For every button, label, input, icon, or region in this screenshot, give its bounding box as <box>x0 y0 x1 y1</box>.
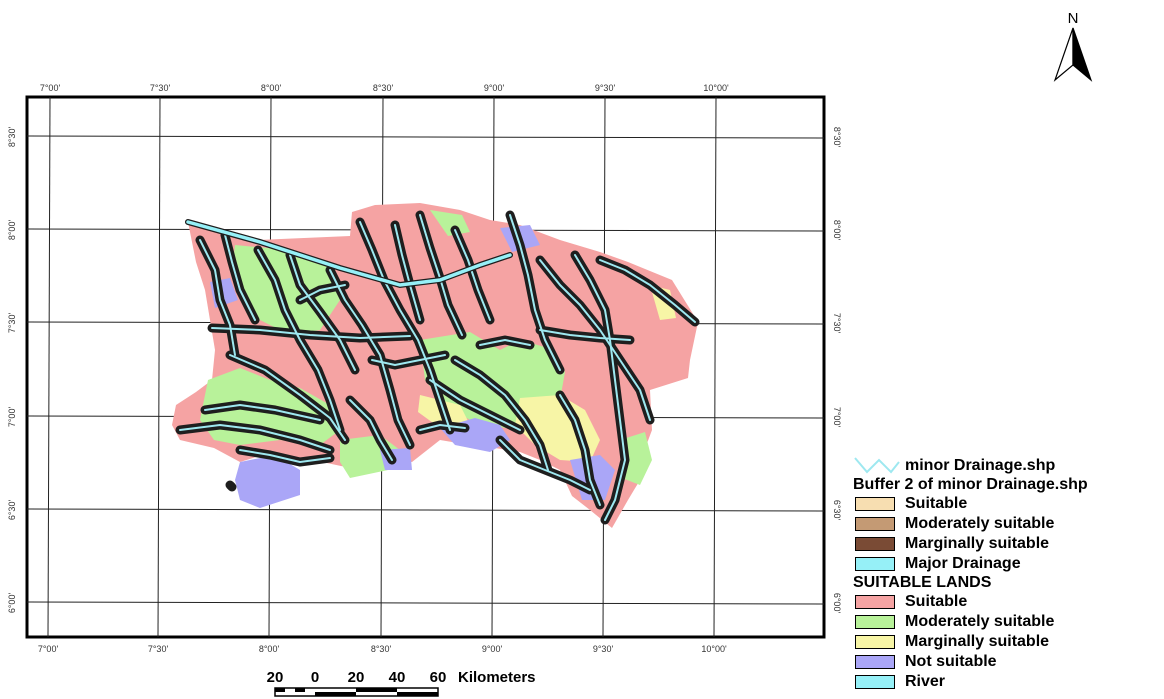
legend-swatch <box>855 655 895 669</box>
legend-item: River <box>853 672 1161 692</box>
tick-right: 6°00' <box>832 593 842 614</box>
meridian-7-30 <box>157 96 161 638</box>
north-arrow-icon-dark <box>1072 27 1093 82</box>
tick-labels-left: 8°30' 8°00' 7°30' 7°00' 6°30' 6°00' <box>7 127 17 614</box>
tick-bottom: 8°30' <box>371 644 392 654</box>
legend-item: Suitable <box>853 592 1161 612</box>
legend-label: Marginally suitable <box>905 535 1050 552</box>
tick-top: 7°00' <box>40 83 61 93</box>
parallel-8-30 <box>26 135 825 139</box>
region-moderate-north <box>232 245 340 335</box>
scale-number: 20 <box>267 669 284 686</box>
tick-labels-top: 7°00' 7°30' 8°00' 8°30' 9°00' 9°30' 10°0… <box>40 83 729 93</box>
tick-top: 8°00' <box>261 83 282 93</box>
north-arrow: N <box>1053 10 1093 82</box>
legend-item: Marginally suitable <box>853 632 1161 652</box>
legend-item: Marginally suitable <box>853 534 1161 554</box>
region-moderate-east <box>620 432 652 485</box>
legend-label: River <box>905 673 946 690</box>
tick-right: 8°30' <box>832 127 842 148</box>
tick-bottom: 7°00' <box>38 644 59 654</box>
tick-bottom: 9°30' <box>593 644 614 654</box>
scale-segment <box>295 688 305 692</box>
tick-top: 9°30' <box>595 83 616 93</box>
region-moderate-ne <box>430 210 470 236</box>
tick-labels-right: 8°30' 8°00' 7°30' 7°00' 6°30' 6°00' <box>832 127 842 614</box>
legend-swatch <box>855 557 895 571</box>
region-not-suitable-1 <box>235 455 300 508</box>
tick-bottom: 9°00' <box>482 644 503 654</box>
tick-left: 6°00' <box>7 593 17 614</box>
drainage-line-icon <box>854 457 900 474</box>
tick-left: 8°30' <box>7 127 17 148</box>
legend-group1-title: Buffer 2 of minor Drainage.shp <box>853 476 1088 493</box>
legend-label: Suitable <box>905 593 968 610</box>
scale-bar: 20 0 20 40 60 Kilometers <box>267 669 536 697</box>
north-arrow-icon <box>1053 27 1074 82</box>
scale-number: 20 <box>348 669 365 686</box>
legend-label: Suitable <box>905 495 968 512</box>
legend-label: Not suitable <box>905 653 997 670</box>
legend-item: Major Drainage <box>853 554 1161 574</box>
tick-left: 7°00' <box>7 407 17 428</box>
legend-line-label: minor Drainage.shp <box>905 457 1056 474</box>
tick-right: 8°00' <box>832 220 842 241</box>
meridian-10-00 <box>713 96 717 638</box>
tick-top: 10°00' <box>703 83 729 93</box>
tick-top: 9°00' <box>484 83 505 93</box>
legend-swatch <box>855 537 895 551</box>
tick-top: 8°30' <box>373 83 394 93</box>
legend-label: Major Drainage <box>905 555 1021 572</box>
tick-bottom: 10°00' <box>701 644 727 654</box>
tick-right: 7°00' <box>832 407 842 428</box>
scale-segment <box>275 688 285 692</box>
scale-segment <box>397 692 438 696</box>
tick-labels-bottom: 7°00' 7°30' 8°00' 8°30' 9°00' 9°30' 10°0… <box>38 644 727 654</box>
tick-bottom: 7°30' <box>148 644 169 654</box>
legend-swatch <box>855 615 895 629</box>
legend-swatch <box>855 595 895 609</box>
scale-segment <box>356 688 397 692</box>
legend-swatch <box>855 675 895 689</box>
tick-left: 8°00' <box>7 220 17 241</box>
legend-item: Moderately suitable <box>853 514 1161 534</box>
drainage-buffer-network <box>175 210 700 525</box>
legend-label: Marginally suitable <box>905 633 1050 650</box>
legend-label: Moderately suitable <box>905 515 1055 532</box>
scale-unit: Kilometers <box>458 669 536 686</box>
parallel-6-00 <box>26 601 825 605</box>
legend-item: Moderately suitable <box>853 612 1161 632</box>
legend-item: Not suitable <box>853 652 1161 672</box>
legend-swatch <box>855 635 895 649</box>
legend-line-item: minor Drainage.shp <box>853 456 1161 476</box>
legend: minor Drainage.shp Buffer 2 of minor Dra… <box>853 456 1161 692</box>
north-label: N <box>1068 10 1079 27</box>
legend-label: Moderately suitable <box>905 613 1055 630</box>
meridian-7-00 <box>47 96 51 638</box>
scale-number: 40 <box>389 669 406 686</box>
legend-swatch <box>855 497 895 511</box>
tick-right: 7°30' <box>832 313 842 334</box>
tick-bottom: 8°00' <box>259 644 280 654</box>
scale-segment <box>315 692 356 696</box>
tick-right: 6°30' <box>832 500 842 521</box>
tick-left: 7°30' <box>7 313 17 334</box>
tick-top: 7°30' <box>150 83 171 93</box>
legend-item: Suitable <box>853 494 1161 514</box>
legend-group2-title: SUITABLE LANDS <box>853 574 992 591</box>
legend-swatch <box>855 517 895 531</box>
tick-left: 6°30' <box>7 500 17 521</box>
scale-number: 0 <box>311 669 319 686</box>
major-river-fill <box>186 220 512 287</box>
parallel-6-30 <box>26 508 825 512</box>
scale-number: 60 <box>430 669 447 686</box>
